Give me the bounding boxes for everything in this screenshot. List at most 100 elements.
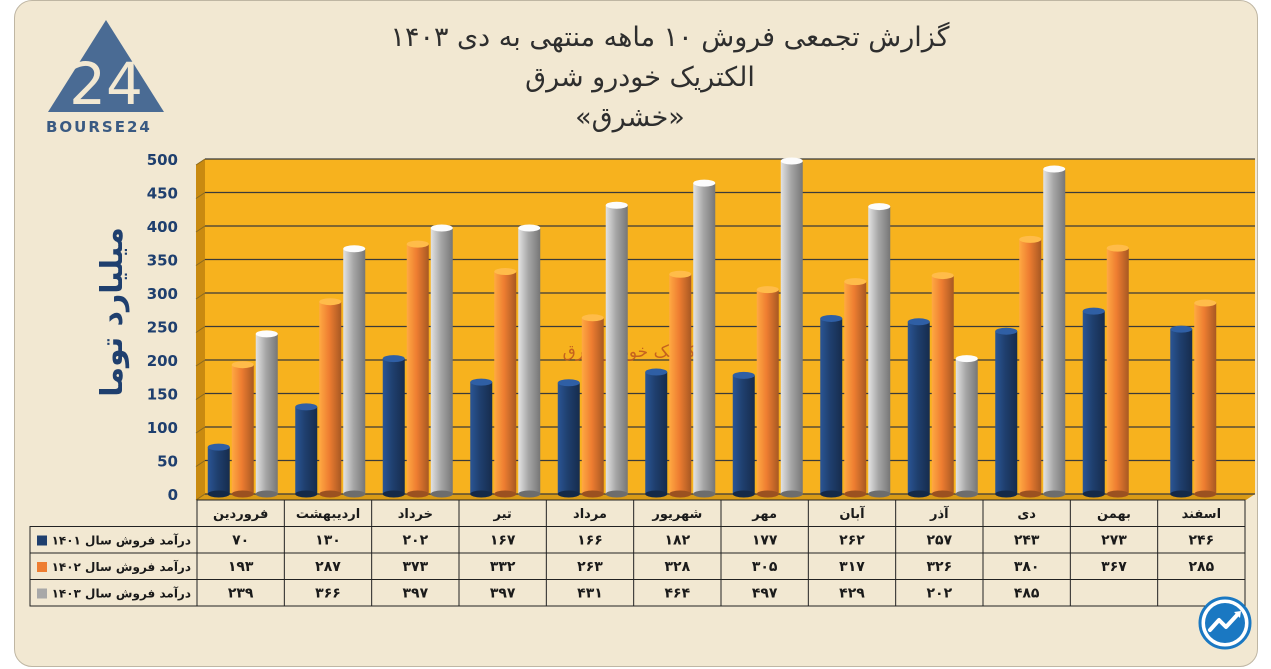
bar-body (820, 318, 843, 494)
bar-top (907, 318, 930, 326)
bar (1170, 325, 1193, 498)
data-table-value: ۲۰۲ (403, 533, 429, 549)
bar-body (995, 331, 1018, 494)
bar (605, 201, 628, 498)
bar (645, 368, 668, 498)
bar-bottom (820, 490, 843, 498)
bar-top (557, 379, 580, 387)
bar-top (820, 314, 843, 322)
data-table-value: ۱۳۰ (315, 533, 341, 549)
bar-body (1043, 169, 1066, 495)
y-tick-label: 500 (147, 151, 178, 169)
bar-bottom (231, 490, 254, 498)
bar (255, 330, 278, 498)
bar-bottom (1170, 490, 1193, 498)
data-table-value: ۳۶۷ (1101, 559, 1127, 575)
bar (693, 179, 716, 498)
bar-body (669, 274, 692, 494)
bar-top (868, 203, 891, 211)
bar-body (470, 382, 493, 494)
bar-top (995, 327, 1018, 335)
data-table-value: ۲۴۶ (1189, 533, 1215, 549)
bar (581, 314, 604, 498)
bar-top (319, 298, 342, 306)
legend-swatch (37, 562, 47, 572)
bar-top (844, 278, 867, 286)
bar (231, 361, 254, 498)
y-tick-label: 100 (147, 419, 178, 437)
bar-top (1194, 299, 1217, 307)
bar-body (756, 289, 779, 494)
y-tick-label: 300 (147, 285, 178, 303)
x-category-label: اسفند (1182, 507, 1221, 522)
bar-body (1170, 329, 1193, 494)
bar-top (1170, 325, 1193, 333)
bar-body (255, 333, 278, 494)
bar-bottom (494, 490, 517, 498)
y-tick-label: 50 (157, 453, 178, 471)
bar (732, 371, 755, 498)
data-table-value: ۷۰ (232, 533, 249, 549)
x-category-label: خرداد (398, 507, 433, 522)
bar (1106, 244, 1129, 498)
x-category-label: بهمن (1097, 507, 1131, 522)
bar-bottom (1082, 490, 1105, 498)
data-table-value: ۱۸۲ (665, 533, 691, 549)
data-table-value: ۲۳۹ (228, 586, 254, 602)
data-table-value: ۱۹۳ (228, 559, 254, 575)
bar-top (470, 378, 493, 386)
data-table-value: ۳۲۸ (665, 559, 691, 575)
gridline-side (195, 393, 206, 400)
legend-swatch (37, 588, 47, 599)
bar-bottom (343, 490, 366, 498)
data-table-value: ۳۶۶ (315, 586, 341, 602)
bar (931, 272, 954, 498)
data-table-value: ۲۶۲ (839, 533, 865, 549)
y-tick-label: 150 (147, 386, 178, 404)
bar-top (931, 272, 954, 280)
bar-bottom (518, 490, 541, 498)
bar-bottom (732, 490, 755, 498)
bar-top (581, 314, 604, 322)
x-category-label: آذر (929, 505, 949, 522)
bar-top (231, 361, 254, 369)
gridline-side (195, 259, 206, 266)
data-table-value: ۱۷۷ (752, 533, 778, 549)
bar-bottom (605, 490, 628, 498)
bar (1194, 299, 1217, 498)
y-tick-label: 0 (168, 486, 178, 504)
gridline-side (195, 460, 206, 467)
data-table-value: ۳۳۲ (490, 559, 516, 575)
bar-top (1106, 244, 1129, 252)
gridline-side (195, 326, 206, 333)
bar-bottom (295, 490, 318, 498)
bar (557, 379, 580, 498)
gridline-side (195, 426, 206, 434)
bar-bottom (1019, 490, 1042, 498)
x-category-label: مرداد (573, 507, 607, 522)
data-table-value: ۴۶۴ (665, 586, 691, 602)
bar (669, 270, 692, 498)
bar-body (382, 358, 405, 494)
bar-bottom (780, 490, 803, 498)
bar-top (518, 224, 541, 232)
bar-bottom (693, 490, 716, 498)
bar-top (732, 371, 755, 379)
bar-top (955, 355, 978, 363)
bar-bottom (1194, 490, 1217, 498)
legend-series-name: درآمد فروش سال ۱۴۰۳ (52, 586, 191, 602)
x-category-label: دی (1017, 507, 1036, 522)
data-table-value: ۲۷۳ (1101, 533, 1127, 549)
data-table-value: ۳۰۵ (752, 559, 778, 575)
bar-body (693, 183, 716, 494)
bar-bottom (255, 490, 278, 498)
data-table-value: ۲۸۷ (315, 559, 341, 575)
legend-swatch (37, 535, 47, 546)
bar (319, 298, 342, 498)
x-category-label: فروردین (213, 507, 268, 522)
bar-body (732, 375, 755, 494)
bar-top (406, 240, 429, 248)
x-category-label: تیر (493, 507, 512, 522)
bar (907, 318, 930, 498)
